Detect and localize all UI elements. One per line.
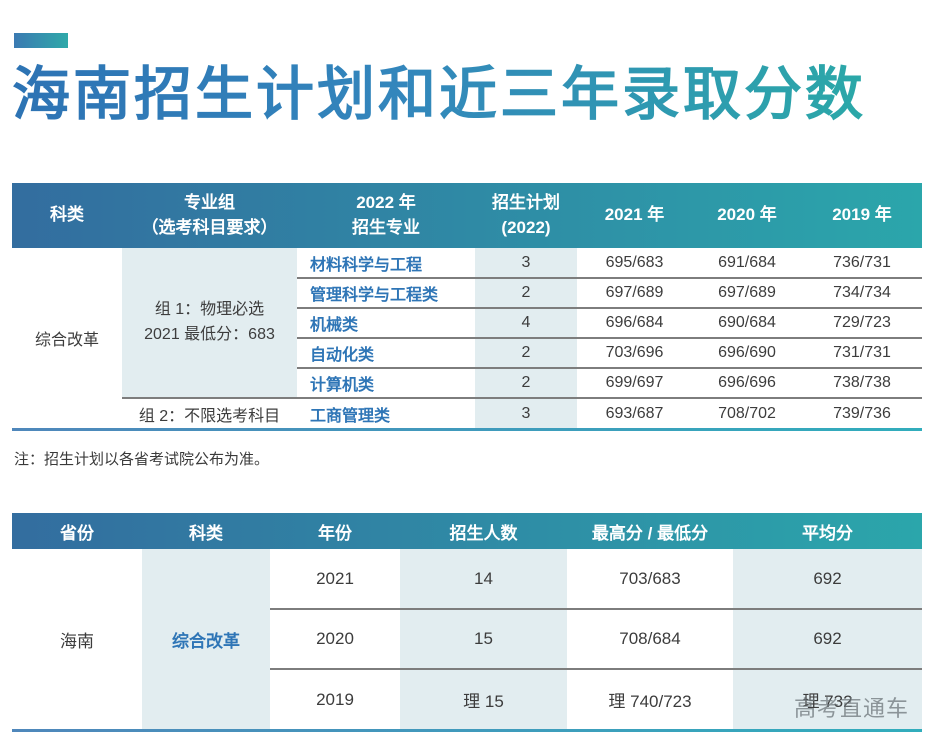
group1-cell: 组 1：物理必选 2021 最低分：683 bbox=[122, 248, 297, 399]
province-score-table-header: 省份 科类 年份 招生人数 最高分 / 最低分 平均分 bbox=[12, 513, 922, 549]
year-cell: 2020 bbox=[270, 609, 400, 670]
col-header-major-2022: 2022 年 招生专业 bbox=[352, 192, 420, 237]
col-header-2020: 2020 年 bbox=[717, 205, 777, 225]
major-cell: 机械类 bbox=[297, 308, 475, 339]
major-cell: 材料科学与工程 bbox=[297, 248, 475, 279]
col-header-plan-2022: 招生计划 (2022) bbox=[492, 192, 560, 237]
score-2019-cell: 734/734 bbox=[802, 278, 922, 309]
table-row: 机械类 4 696/684 690/684 729/723 bbox=[12, 308, 922, 339]
year-cell: 2019 bbox=[316, 689, 354, 709]
note-text: 注：招生计划以各省考试院公布为准。 bbox=[14, 451, 270, 468]
hi-lo-cell: 708/684 bbox=[567, 609, 733, 670]
count-cell: 15 bbox=[400, 609, 567, 670]
col-header-avg: 平均分 bbox=[802, 523, 853, 543]
major-cell: 自动化类 bbox=[297, 338, 475, 369]
col-header-province: 省份 bbox=[60, 523, 94, 543]
score-2021-cell: 697/689 bbox=[577, 278, 692, 309]
col-header-count: 招生人数 bbox=[449, 523, 518, 543]
avg-cell: 692 bbox=[733, 549, 922, 610]
category-cell: 综合改革 bbox=[142, 549, 270, 729]
score-2021-cell: 699/697 bbox=[577, 368, 692, 399]
score-2020-cell: 708/702 bbox=[718, 404, 776, 422]
score-2019-cell: 729/723 bbox=[802, 308, 922, 339]
score-2019-cell: 739/736 bbox=[833, 404, 891, 422]
score-2020-cell: 690/684 bbox=[692, 308, 802, 339]
table2-bottom-border bbox=[12, 729, 922, 732]
hi-lo-cell: 703/683 bbox=[567, 549, 733, 610]
major-cell: 工商管理类 bbox=[310, 407, 391, 425]
table-row: 自动化类 2 703/696 696/690 731/731 bbox=[12, 338, 922, 369]
col-header-2021: 2021 年 bbox=[604, 205, 665, 225]
col-header-year: 年份 bbox=[318, 523, 352, 543]
col-header-hi-lo: 最高分 / 最低分 bbox=[591, 523, 709, 543]
table-row: 2019 理 15 理 740/723 理 732 bbox=[12, 669, 922, 729]
score-2020-cell: 697/689 bbox=[692, 278, 802, 309]
table-row: 管理科学与工程类 2 697/689 697/689 734/734 bbox=[12, 278, 922, 309]
header-row: 科类 专业组 （选考科目要求） 2022 年 招生专业 招生计划 (2022) … bbox=[12, 183, 922, 248]
score-2021-cell: 693/687 bbox=[605, 404, 664, 422]
header-row: 省份 科类 年份 招生人数 最高分 / 最低分 平均分 bbox=[12, 513, 922, 549]
admission-plan-table: 科类 专业组 （选考科目要求） 2022 年 招生专业 招生计划 (2022) … bbox=[12, 183, 922, 428]
plan-cell: 3 bbox=[475, 248, 577, 279]
major-cell: 计算机类 bbox=[297, 368, 475, 399]
col-header-2019: 2019 年 bbox=[832, 205, 892, 225]
avg-cell: 692 bbox=[733, 609, 922, 670]
plan-cell: 3 bbox=[475, 398, 577, 428]
plan-cell: 2 bbox=[475, 278, 577, 309]
col-header-category: 科类 bbox=[189, 523, 223, 543]
category-cell: 综合改革 bbox=[34, 332, 99, 349]
score-2020-cell: 696/696 bbox=[692, 368, 802, 399]
group2-cell: 组 2：不限选考科目 bbox=[138, 407, 281, 425]
avg-cell: 理 732 bbox=[733, 669, 922, 729]
table1-bottom-border bbox=[12, 428, 922, 431]
col-header-group: 专业组 （选考科目要求） bbox=[141, 192, 278, 237]
score-2019-cell: 738/738 bbox=[802, 368, 922, 399]
plan-cell: 4 bbox=[475, 308, 577, 339]
province-cell: 海南 bbox=[60, 631, 94, 651]
col-header-category: 科类 bbox=[50, 205, 84, 225]
score-2020-cell: 691/684 bbox=[692, 248, 802, 279]
plan-cell: 2 bbox=[475, 368, 577, 399]
province-score-table: 省份 科类 年份 招生人数 最高分 / 最低分 平均分 海南 综合改革 2021… bbox=[12, 513, 922, 729]
watermark: 高考直通车 bbox=[794, 696, 910, 721]
year-cell: 2021 bbox=[270, 549, 400, 610]
page-title: 海南招生计划和近三年录取分数 bbox=[12, 60, 866, 130]
table-row: 海南 综合改革 2021 14 703/683 692 bbox=[12, 549, 922, 729]
hi-lo-cell: 理 740/723 bbox=[608, 692, 692, 711]
score-2021-cell: 696/684 bbox=[577, 308, 692, 339]
table-row: 计算机类 2 699/697 696/696 738/738 bbox=[12, 368, 922, 399]
admission-plan-table-header: 科类 专业组 （选考科目要求） 2022 年 招生专业 招生计划 (2022) … bbox=[12, 183, 922, 248]
score-2019-cell: 731/731 bbox=[802, 338, 922, 369]
table-row: 2020 15 708/684 692 bbox=[12, 609, 922, 670]
score-2020-cell: 696/690 bbox=[692, 338, 802, 369]
accent-bar bbox=[14, 33, 68, 48]
score-2021-cell: 695/683 bbox=[577, 248, 692, 279]
major-cell: 管理科学与工程类 bbox=[297, 278, 475, 309]
table-row: 综合改革 组 1：物理必选 2021 最低分：683 材料科学与工程 3 695… bbox=[12, 248, 922, 399]
plan-cell: 2 bbox=[475, 338, 577, 369]
count-cell: 14 bbox=[400, 549, 567, 610]
score-2019-cell: 736/731 bbox=[802, 248, 922, 279]
score-2021-cell: 703/696 bbox=[577, 338, 692, 369]
table-row: 组 2：不限选考科目 工商管理类 3 693/687 708/702 739/7… bbox=[12, 398, 922, 428]
count-cell: 理 15 bbox=[400, 669, 567, 729]
